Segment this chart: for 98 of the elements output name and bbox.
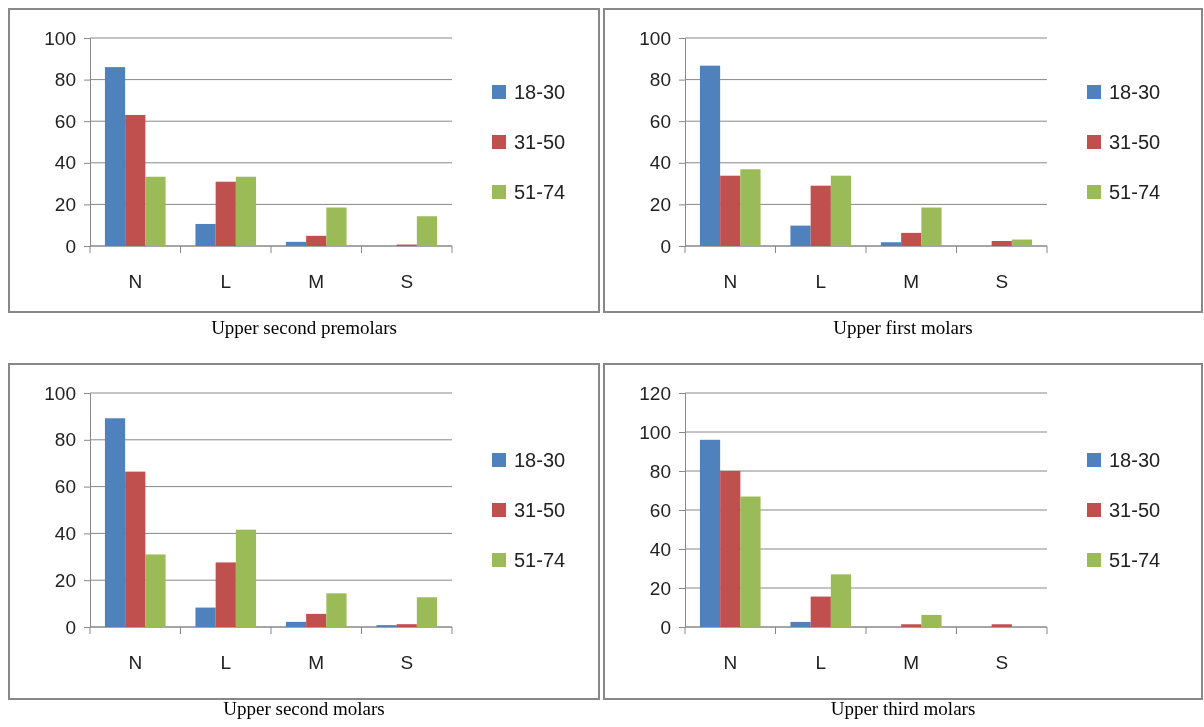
bar [125,114,146,246]
text: Upper second premolars [210,317,398,339]
bar [326,207,347,246]
bar [810,596,831,627]
y-tick-label: 120 [639,382,671,404]
bar [104,67,126,246]
x-tick-label: L [220,652,232,673]
legend-label: 31-50 [1109,499,1161,521]
bar [699,439,721,627]
bar [235,529,257,627]
x-tick-label: L [220,271,232,292]
legend-label: 31-50 [1109,131,1161,153]
bar [901,232,922,246]
x-tick-label: N [128,652,143,673]
x-tick-label: N [128,271,143,292]
bar [104,418,126,627]
x-tick-label: N [723,271,738,292]
bar [991,624,1012,627]
bar [740,496,761,627]
bar [1011,239,1033,246]
bar [790,225,811,246]
y-tick-label: 0 [65,235,76,257]
bar [306,613,327,627]
legend-label: 51-74 [514,181,566,203]
bar [416,597,438,627]
legend-label: 18-30 [514,449,566,471]
legend-label: 18-30 [1109,81,1161,103]
bar [145,554,166,627]
y-tick-label: 80 [649,460,671,482]
bar [991,241,1012,246]
legend-label: 18-30 [1109,449,1161,471]
y-tick-label: 80 [54,429,76,451]
bar [285,241,307,246]
y-tick-label: 100 [639,421,671,443]
x-tick-label: M [308,652,325,673]
x-tick-label: L [815,271,827,292]
y-tick-label: 40 [649,152,671,174]
bar [699,65,721,246]
bar [921,614,942,627]
y-tick-label: 60 [54,476,76,498]
bar [830,175,852,246]
bar [830,574,852,627]
legend-label: 31-50 [514,131,566,153]
y-tick-label: 80 [54,69,76,91]
bar [195,607,216,627]
x-tick-label: S [400,271,414,292]
bar [145,176,166,246]
x-tick-label: M [903,271,920,292]
y-tick-label: 100 [639,27,671,49]
x-tick-label: S [995,652,1009,673]
bar [306,235,327,246]
x-tick-label: M [903,652,920,673]
bar [396,624,417,627]
bar [326,593,347,627]
bar [235,176,257,246]
bar [416,216,438,246]
y-tick-label: 0 [65,616,76,638]
text: Upper third molars [829,698,977,720]
y-tick-label: 40 [54,522,76,544]
y-tick-label: 20 [54,569,76,591]
bar [921,207,942,246]
x-tick-label: S [400,652,414,673]
y-tick-label: 0 [660,235,671,257]
legend-label: 51-74 [1109,549,1161,571]
y-tick-label: 40 [54,152,76,174]
legend-label: 18-30 [514,81,566,103]
y-tick-label: 60 [54,110,76,132]
y-tick-label: 100 [44,27,76,49]
bar [790,621,811,627]
y-tick-label: 40 [649,538,671,560]
bar [740,169,761,246]
bar [215,181,236,246]
y-tick-label: 20 [54,193,76,215]
x-tick-label: M [308,271,325,292]
y-tick-label: 20 [649,193,671,215]
bar [215,562,236,627]
bar [195,223,216,246]
text: Upper first molars [832,317,974,339]
legend-label: 51-74 [514,549,566,571]
text: Upper second molars [222,698,386,720]
bar [880,242,902,246]
x-tick-label: S [995,271,1009,292]
y-tick-label: 20 [649,577,671,599]
y-tick-label: 60 [649,499,671,521]
bar [720,471,741,627]
y-tick-label: 100 [44,382,76,404]
y-tick-label: 0 [660,616,671,638]
legend-label: 51-74 [1109,181,1161,203]
bar [125,471,146,627]
x-tick-label: L [815,652,827,673]
bar [720,175,741,246]
bar [901,624,922,627]
x-tick-label: N [723,652,738,673]
y-tick-label: 80 [649,69,671,91]
bar [810,185,831,246]
legend-label: 31-50 [514,499,566,521]
bar [285,621,307,627]
y-tick-label: 60 [649,110,671,132]
